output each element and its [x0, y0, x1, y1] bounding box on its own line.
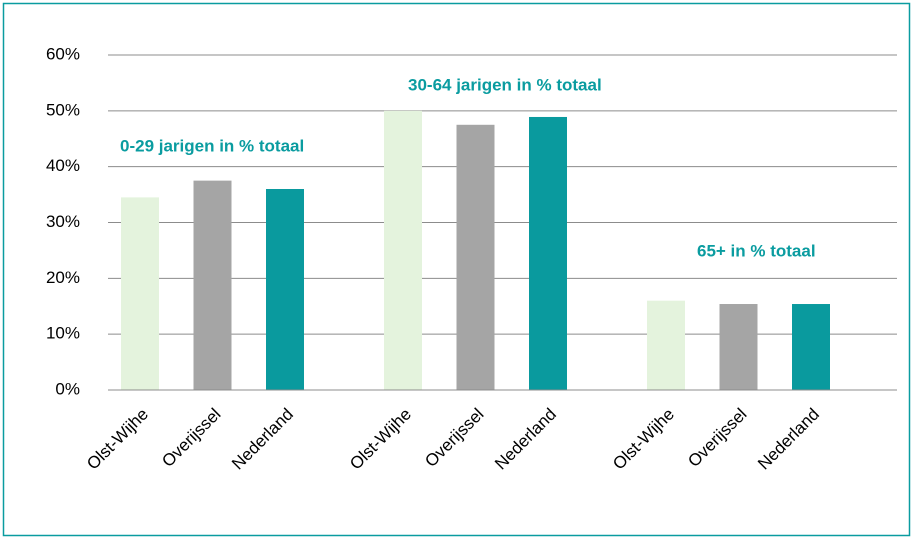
y-tick-label: 0% [55, 379, 80, 398]
bar [792, 304, 830, 390]
y-tick-label: 30% [46, 212, 80, 231]
group-label: 30-64 jarigen in % totaal [408, 75, 602, 94]
group-label: 0-29 jarigen in % totaal [120, 136, 304, 155]
y-tick-label: 20% [46, 268, 80, 287]
y-tick-label: 10% [46, 324, 80, 343]
bar [266, 189, 304, 390]
y-tick-label: 50% [46, 100, 80, 119]
bar [456, 124, 495, 391]
group-label: 65+ in % totaal [697, 241, 816, 260]
y-tick-label: 40% [46, 156, 80, 175]
bar [647, 300, 685, 390]
bar [384, 110, 422, 390]
bar [719, 304, 758, 390]
y-tick-label: 60% [46, 44, 80, 63]
bar [121, 197, 159, 390]
bar [529, 116, 567, 390]
bar [193, 180, 232, 390]
